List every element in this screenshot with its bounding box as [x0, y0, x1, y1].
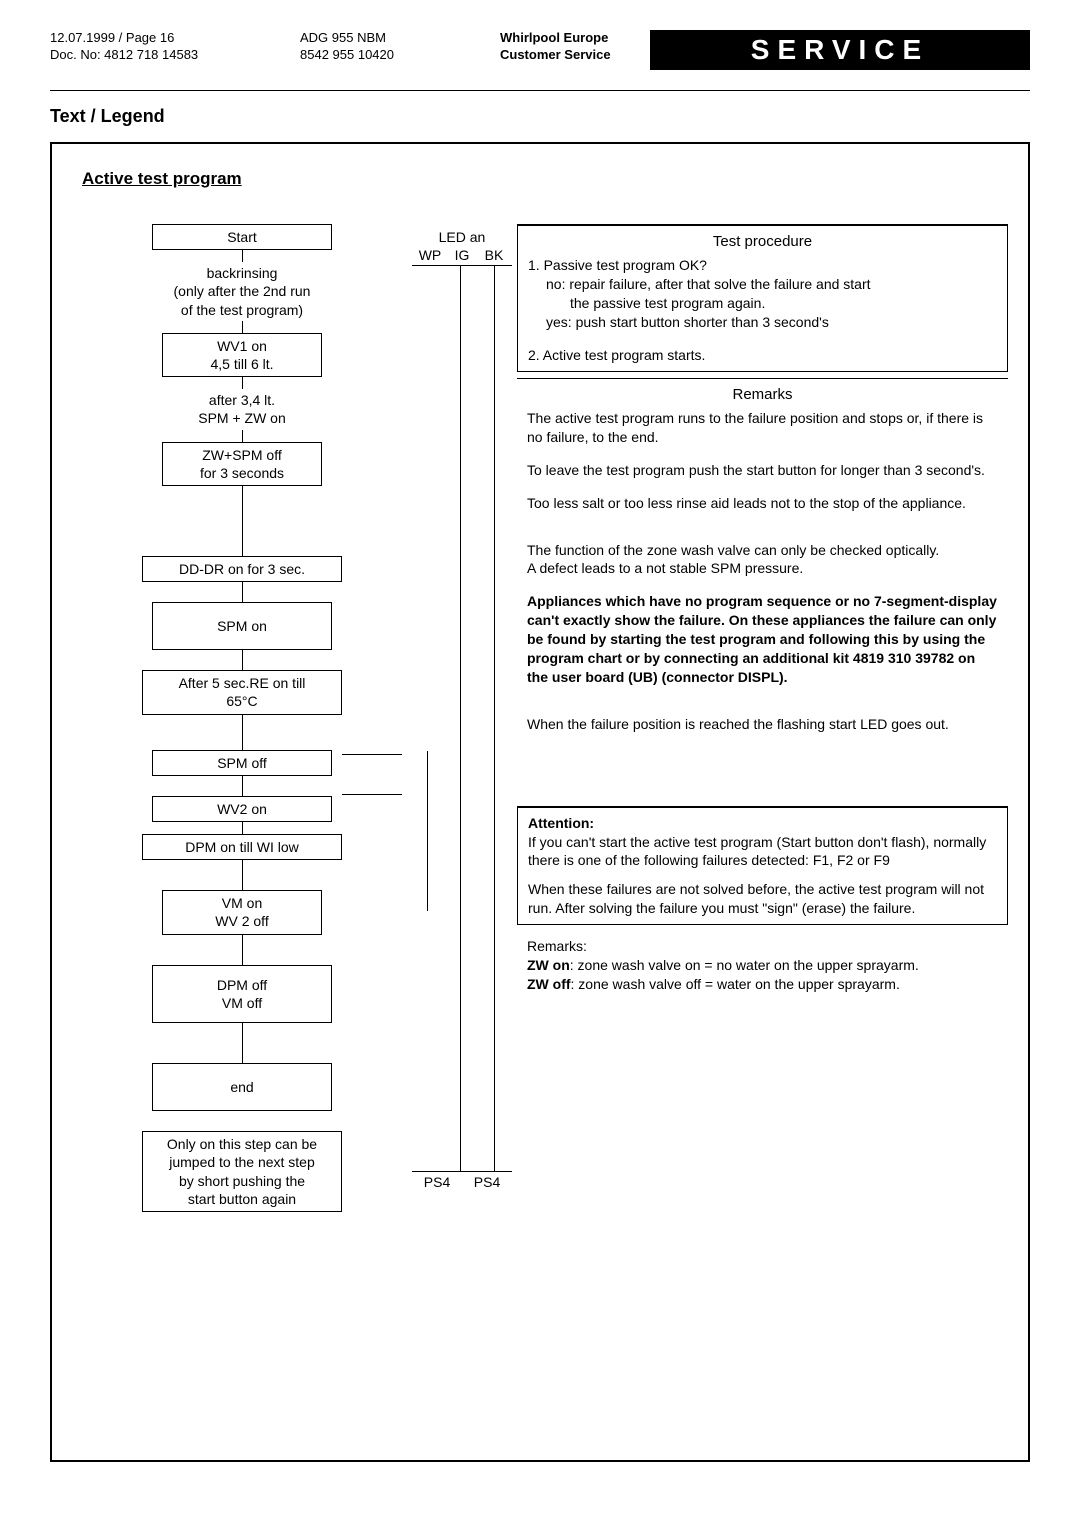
flow-only-note: Only on this step can be jumped to the n…	[142, 1131, 342, 1212]
info-column: Test procedure 1. Passive test program O…	[512, 224, 1008, 1212]
brand-line1: Whirlpool Europe	[500, 30, 650, 47]
test-procedure-title: Test procedure	[528, 232, 997, 252]
flow-dpm-off: DPM off VM off	[152, 965, 332, 1023]
flow-vm-on: VM on WV 2 off	[162, 890, 322, 934]
flow-dpm-on: DPM on till WI low	[142, 834, 342, 860]
zw-off: ZW off: zone wash valve off = water on t…	[527, 975, 998, 994]
tp-yes: yes: push start button shorter than 3 se…	[528, 313, 997, 332]
flow-start: Start	[152, 224, 332, 250]
flow-dd-dr: DD-DR on for 3 sec.	[142, 556, 342, 582]
flow-after34: after 3,4 lt. SPM + ZW on	[72, 391, 412, 427]
led-ps4b: PS4	[465, 1174, 510, 1190]
remarks-4: The function of the zone wash valve can …	[527, 541, 998, 560]
header-divider	[50, 90, 1030, 91]
header-model: ADG 955 NBM 8542 955 10420	[300, 30, 500, 64]
remarks-3: Too less salt or too less rinse aid lead…	[527, 494, 998, 513]
remarks2-box: Remarks: ZW on: zone wash valve on = no …	[517, 931, 1008, 1000]
remarks-1: The active test program runs to the fail…	[527, 409, 998, 447]
led-ps4a: PS4	[415, 1174, 460, 1190]
tp-line2: 2. Active test program starts.	[528, 346, 997, 365]
remarks-title: Remarks	[527, 385, 998, 405]
flowchart-column: Start backrinsing (only after the 2nd ru…	[72, 224, 412, 1212]
flow-after5: After 5 sec.RE on till 65°C	[142, 670, 342, 714]
remarks-2: To leave the test program push the start…	[527, 461, 998, 480]
test-procedure-box: Test procedure 1. Passive test program O…	[517, 224, 1008, 372]
flow-spm-on: SPM on	[152, 602, 332, 650]
flow-wv1-on: WV1 on 4,5 till 6 lt.	[162, 333, 322, 377]
attention-title: Attention:	[528, 814, 997, 833]
attention-box: Attention: If you can't start the active…	[517, 806, 1008, 925]
led-column: LED an WP IG BK PS4 PS4	[412, 224, 512, 1212]
led-wp: WP	[415, 247, 445, 263]
doc-no: Doc. No: 4812 718 14583	[50, 47, 300, 64]
led-bk: BK	[479, 247, 509, 263]
date-page: 12.07.1999 / Page 16	[50, 30, 300, 47]
service-banner: SERVICE	[650, 30, 1030, 70]
led-ig: IG	[447, 247, 477, 263]
remarks-box: Remarks The active test program runs to …	[517, 378, 1008, 740]
led-labels: WP IG BK	[412, 247, 512, 266]
model-code: 8542 955 10420	[300, 47, 500, 64]
flow-spm-off: SPM off	[152, 750, 332, 776]
model: ADG 955 NBM	[300, 30, 500, 47]
flow-zw-spm-off: ZW+SPM off for 3 seconds	[162, 442, 322, 486]
section-title: Text / Legend	[50, 106, 1030, 127]
flow-wv2-on: WV2 on	[152, 796, 332, 822]
tp-line1: 1. Passive test program OK?	[528, 256, 997, 275]
tp-no2: the passive test program again.	[528, 294, 997, 313]
led-bottom: PS4 PS4	[412, 1171, 512, 1190]
header-brand: Whirlpool Europe Customer Service	[500, 30, 650, 64]
flow-backrinsing: backrinsing (only after the 2nd run of t…	[72, 264, 412, 319]
attention-1: If you can't start the active test progr…	[528, 833, 997, 871]
zw-on: ZW on: zone wash valve on = no water on …	[527, 956, 998, 975]
attention-2: When these failures are not solved befor…	[528, 880, 997, 918]
main-frame: Active test program Start backrinsing (o…	[50, 142, 1030, 1462]
tp-no1: no: repair failure, after that solve the…	[528, 275, 997, 294]
header-meta: 12.07.1999 / Page 16 Doc. No: 4812 718 1…	[50, 30, 300, 64]
led-header: LED an	[412, 229, 512, 245]
remarks2-title: Remarks:	[527, 937, 998, 956]
flow-end: end	[152, 1063, 332, 1111]
remarks-bold: Appliances which have no program sequenc…	[527, 592, 998, 686]
subtitle: Active test program	[82, 169, 1008, 189]
remarks-5: When the failure position is reached the…	[527, 715, 998, 734]
remarks-4b: A defect leads to a not stable SPM press…	[527, 559, 998, 578]
brand-line2: Customer Service	[500, 47, 650, 64]
